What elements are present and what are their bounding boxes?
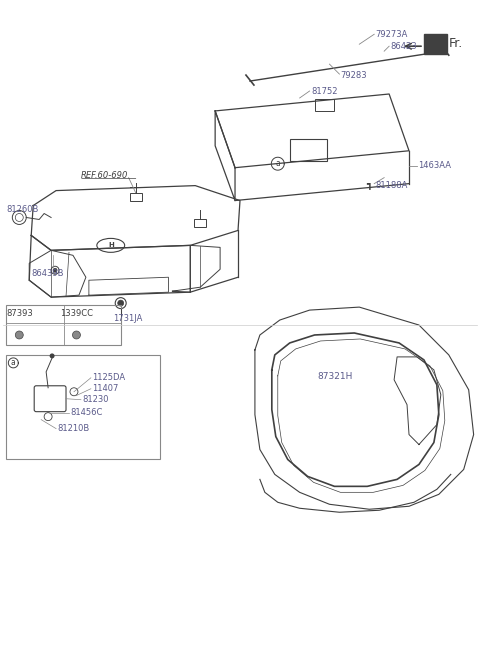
Text: 86439B: 86439B [31, 269, 64, 278]
Text: 81752: 81752 [312, 86, 338, 96]
Text: 81188A: 81188A [375, 181, 408, 190]
Polygon shape [424, 35, 447, 54]
Circle shape [72, 331, 81, 339]
Text: 79273A: 79273A [375, 30, 408, 39]
Text: 1463AA: 1463AA [418, 161, 451, 170]
Text: 81260B: 81260B [6, 205, 39, 214]
Text: 86423: 86423 [390, 42, 417, 51]
Text: a: a [11, 358, 16, 367]
Text: REF.60-690: REF.60-690 [81, 171, 128, 180]
Text: 87321H: 87321H [318, 372, 353, 381]
Text: Fr.: Fr. [449, 37, 463, 50]
Bar [194, 219, 206, 227]
Text: ┓: ┓ [366, 179, 372, 189]
Text: 81210B: 81210B [57, 424, 89, 433]
Circle shape [15, 331, 23, 339]
Text: H: H [108, 242, 114, 248]
Bar [314, 99, 335, 111]
Text: 1125DA: 1125DA [92, 373, 125, 382]
Text: 87393: 87393 [6, 309, 33, 319]
Circle shape [118, 300, 124, 306]
Text: 1339CC: 1339CC [60, 309, 93, 319]
Text: 1731JA: 1731JA [113, 314, 142, 323]
Circle shape [49, 353, 55, 358]
Text: 11407: 11407 [92, 384, 118, 393]
Text: 79283: 79283 [340, 70, 367, 80]
Text: 81456C: 81456C [70, 408, 102, 417]
Circle shape [53, 268, 57, 272]
Bar [130, 193, 142, 201]
Text: a: a [276, 159, 280, 168]
Text: 81230: 81230 [82, 395, 108, 404]
Bar [290, 139, 327, 161]
